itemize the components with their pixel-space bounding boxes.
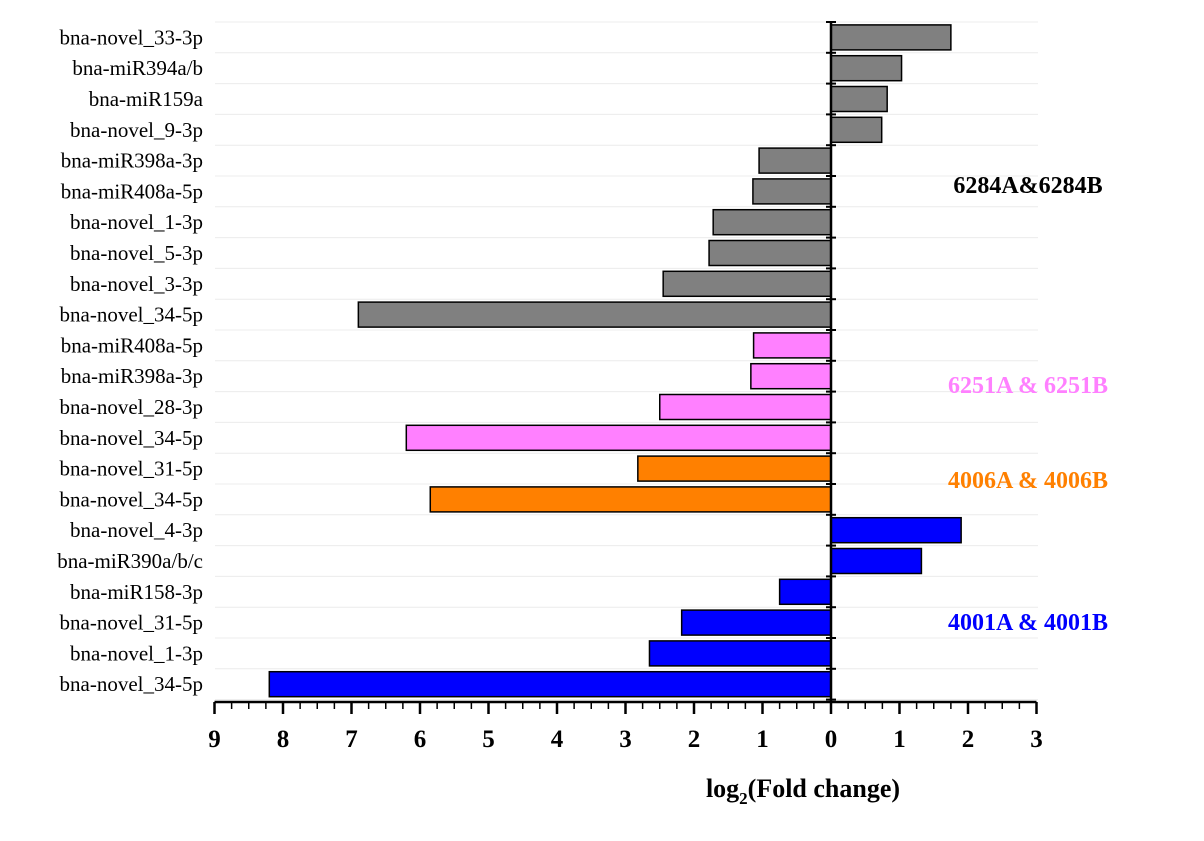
bar bbox=[708, 239, 832, 267]
bar bbox=[778, 578, 832, 606]
x-tick-label: 0 bbox=[825, 726, 838, 753]
bar bbox=[830, 516, 962, 544]
category-label: bna-miR158-3p bbox=[70, 580, 203, 604]
category-label: bna-novel_33-3p bbox=[60, 25, 203, 49]
category-label: bna-novel_28-3p bbox=[60, 395, 203, 419]
bar bbox=[405, 424, 832, 452]
bar bbox=[648, 640, 832, 667]
x-axis: 9 8 7 6 5 4 3 2 1 0 1 2 3 bbox=[208, 700, 1043, 753]
bar bbox=[830, 116, 883, 144]
category-label: bna-miR398a-3p bbox=[61, 364, 203, 388]
group-label: 6284A&6284B bbox=[953, 173, 1102, 199]
bar bbox=[830, 24, 952, 51]
bar bbox=[429, 486, 832, 513]
category-label: bna-miR390a/b/c bbox=[57, 549, 203, 573]
bar bbox=[659, 393, 832, 421]
bar bbox=[830, 54, 903, 82]
category-label: bna-novel_4-3p bbox=[70, 518, 203, 542]
bar bbox=[637, 455, 832, 482]
group-label: 4006A & 4006B bbox=[948, 468, 1108, 494]
x-tick-label: 3 bbox=[1030, 726, 1043, 753]
x-tick-label: 8 bbox=[277, 726, 290, 753]
bar bbox=[830, 85, 888, 113]
x-tick-label: 3 bbox=[619, 726, 632, 753]
bar bbox=[750, 362, 832, 390]
bar bbox=[662, 270, 832, 298]
group-label: 4001A & 4001B bbox=[948, 610, 1108, 636]
bar bbox=[268, 670, 832, 698]
x-tick-label: 9 bbox=[208, 726, 221, 753]
category-label: bna-miR394a/b bbox=[72, 56, 203, 80]
x-tick-label: 2 bbox=[962, 726, 975, 753]
bar bbox=[752, 178, 832, 205]
category-label: bna-novel_31-5p bbox=[60, 611, 203, 635]
x-axis-title-prefix: log bbox=[706, 774, 739, 803]
x-tick-label: 5 bbox=[482, 726, 495, 753]
category-label: bna-miR398a-3p bbox=[61, 149, 203, 173]
category-label: bna-novel_34-5p bbox=[60, 426, 203, 450]
category-label: bna-novel_34-5p bbox=[60, 487, 203, 511]
bars bbox=[268, 24, 962, 698]
category-label: bna-novel_1-3p bbox=[70, 641, 203, 665]
category-label: bna-miR159a bbox=[89, 87, 204, 111]
group-labels: 6284A&6284B 6251A & 6251B 4006A & 4006B 400… bbox=[948, 173, 1108, 636]
bar bbox=[752, 332, 832, 359]
category-label: bna-novel_34-5p bbox=[60, 303, 203, 327]
bar bbox=[357, 301, 832, 328]
category-labels: bna-novel_33-3p bna-miR394a/b bna-miR159a b… bbox=[57, 25, 203, 696]
category-label: bna-miR408a-5p bbox=[61, 333, 203, 357]
category-label: bna-novel_31-5p bbox=[60, 457, 203, 481]
x-tick-label: 1 bbox=[893, 726, 906, 753]
category-label: bna-novel_1-3p bbox=[70, 210, 203, 234]
category-label: bna-miR408a-5p bbox=[61, 179, 203, 203]
x-tick-label: 1 bbox=[756, 726, 769, 753]
x-tick-label: 2 bbox=[688, 726, 701, 753]
category-label: bna-novel_34-5p bbox=[60, 672, 203, 696]
x-tick-label: 7 bbox=[345, 726, 358, 753]
x-axis-title: log2(Fold change) bbox=[706, 774, 900, 808]
x-tick-label: 4 bbox=[551, 726, 564, 753]
x-tick-label: 6 bbox=[414, 726, 427, 753]
group-label: 6251A & 6251B bbox=[948, 373, 1108, 399]
bar bbox=[712, 208, 832, 236]
bar bbox=[758, 147, 832, 174]
bar bbox=[680, 609, 832, 636]
gridlines bbox=[215, 21, 1038, 701]
bar bbox=[830, 547, 923, 575]
x-axis-title-subscript: 2 bbox=[739, 789, 748, 808]
x-axis-title-suffix: (Fold change) bbox=[748, 774, 900, 803]
category-label: bna-novel_3-3p bbox=[70, 272, 203, 296]
category-label: bna-novel_5-3p bbox=[70, 241, 203, 265]
category-label: bna-novel_9-3p bbox=[70, 118, 203, 142]
